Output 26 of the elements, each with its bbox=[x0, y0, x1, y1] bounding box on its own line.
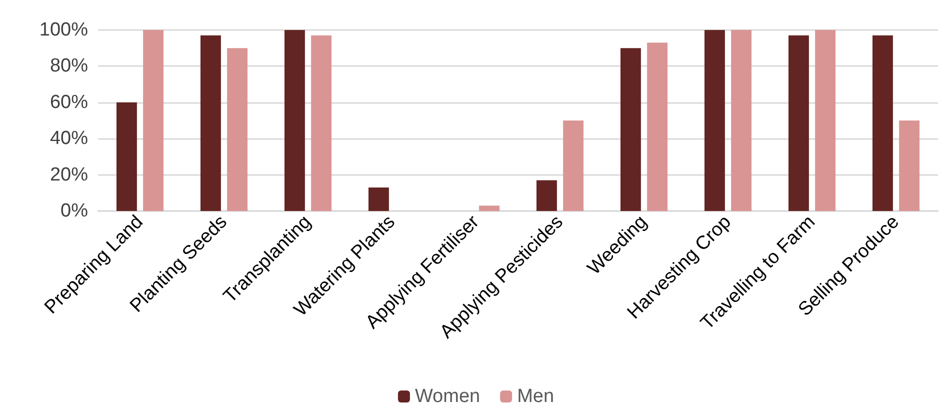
bar bbox=[563, 120, 584, 211]
bar bbox=[899, 120, 920, 211]
bar bbox=[368, 187, 389, 211]
legend-label: Women bbox=[414, 386, 480, 407]
bar bbox=[227, 48, 248, 211]
y-tick-label: 20% bbox=[50, 164, 88, 186]
bar bbox=[647, 42, 668, 211]
y-tick-label: 0% bbox=[60, 200, 88, 222]
bar bbox=[815, 30, 836, 211]
bar bbox=[284, 30, 305, 211]
bar bbox=[479, 206, 500, 211]
bar bbox=[872, 35, 893, 211]
bar bbox=[731, 30, 752, 211]
bar bbox=[620, 48, 641, 211]
bar bbox=[704, 30, 725, 211]
bar bbox=[143, 30, 164, 211]
y-tick-label: 60% bbox=[50, 92, 88, 113]
bar bbox=[788, 35, 809, 211]
y-tick-label: 40% bbox=[50, 128, 88, 150]
y-tick-label: 100% bbox=[39, 20, 88, 40]
bar bbox=[200, 35, 221, 211]
y-tick-label: 80% bbox=[50, 56, 88, 77]
bar bbox=[116, 102, 137, 211]
bar bbox=[311, 35, 332, 211]
legend-label: Men bbox=[517, 386, 554, 407]
bar bbox=[536, 180, 557, 211]
